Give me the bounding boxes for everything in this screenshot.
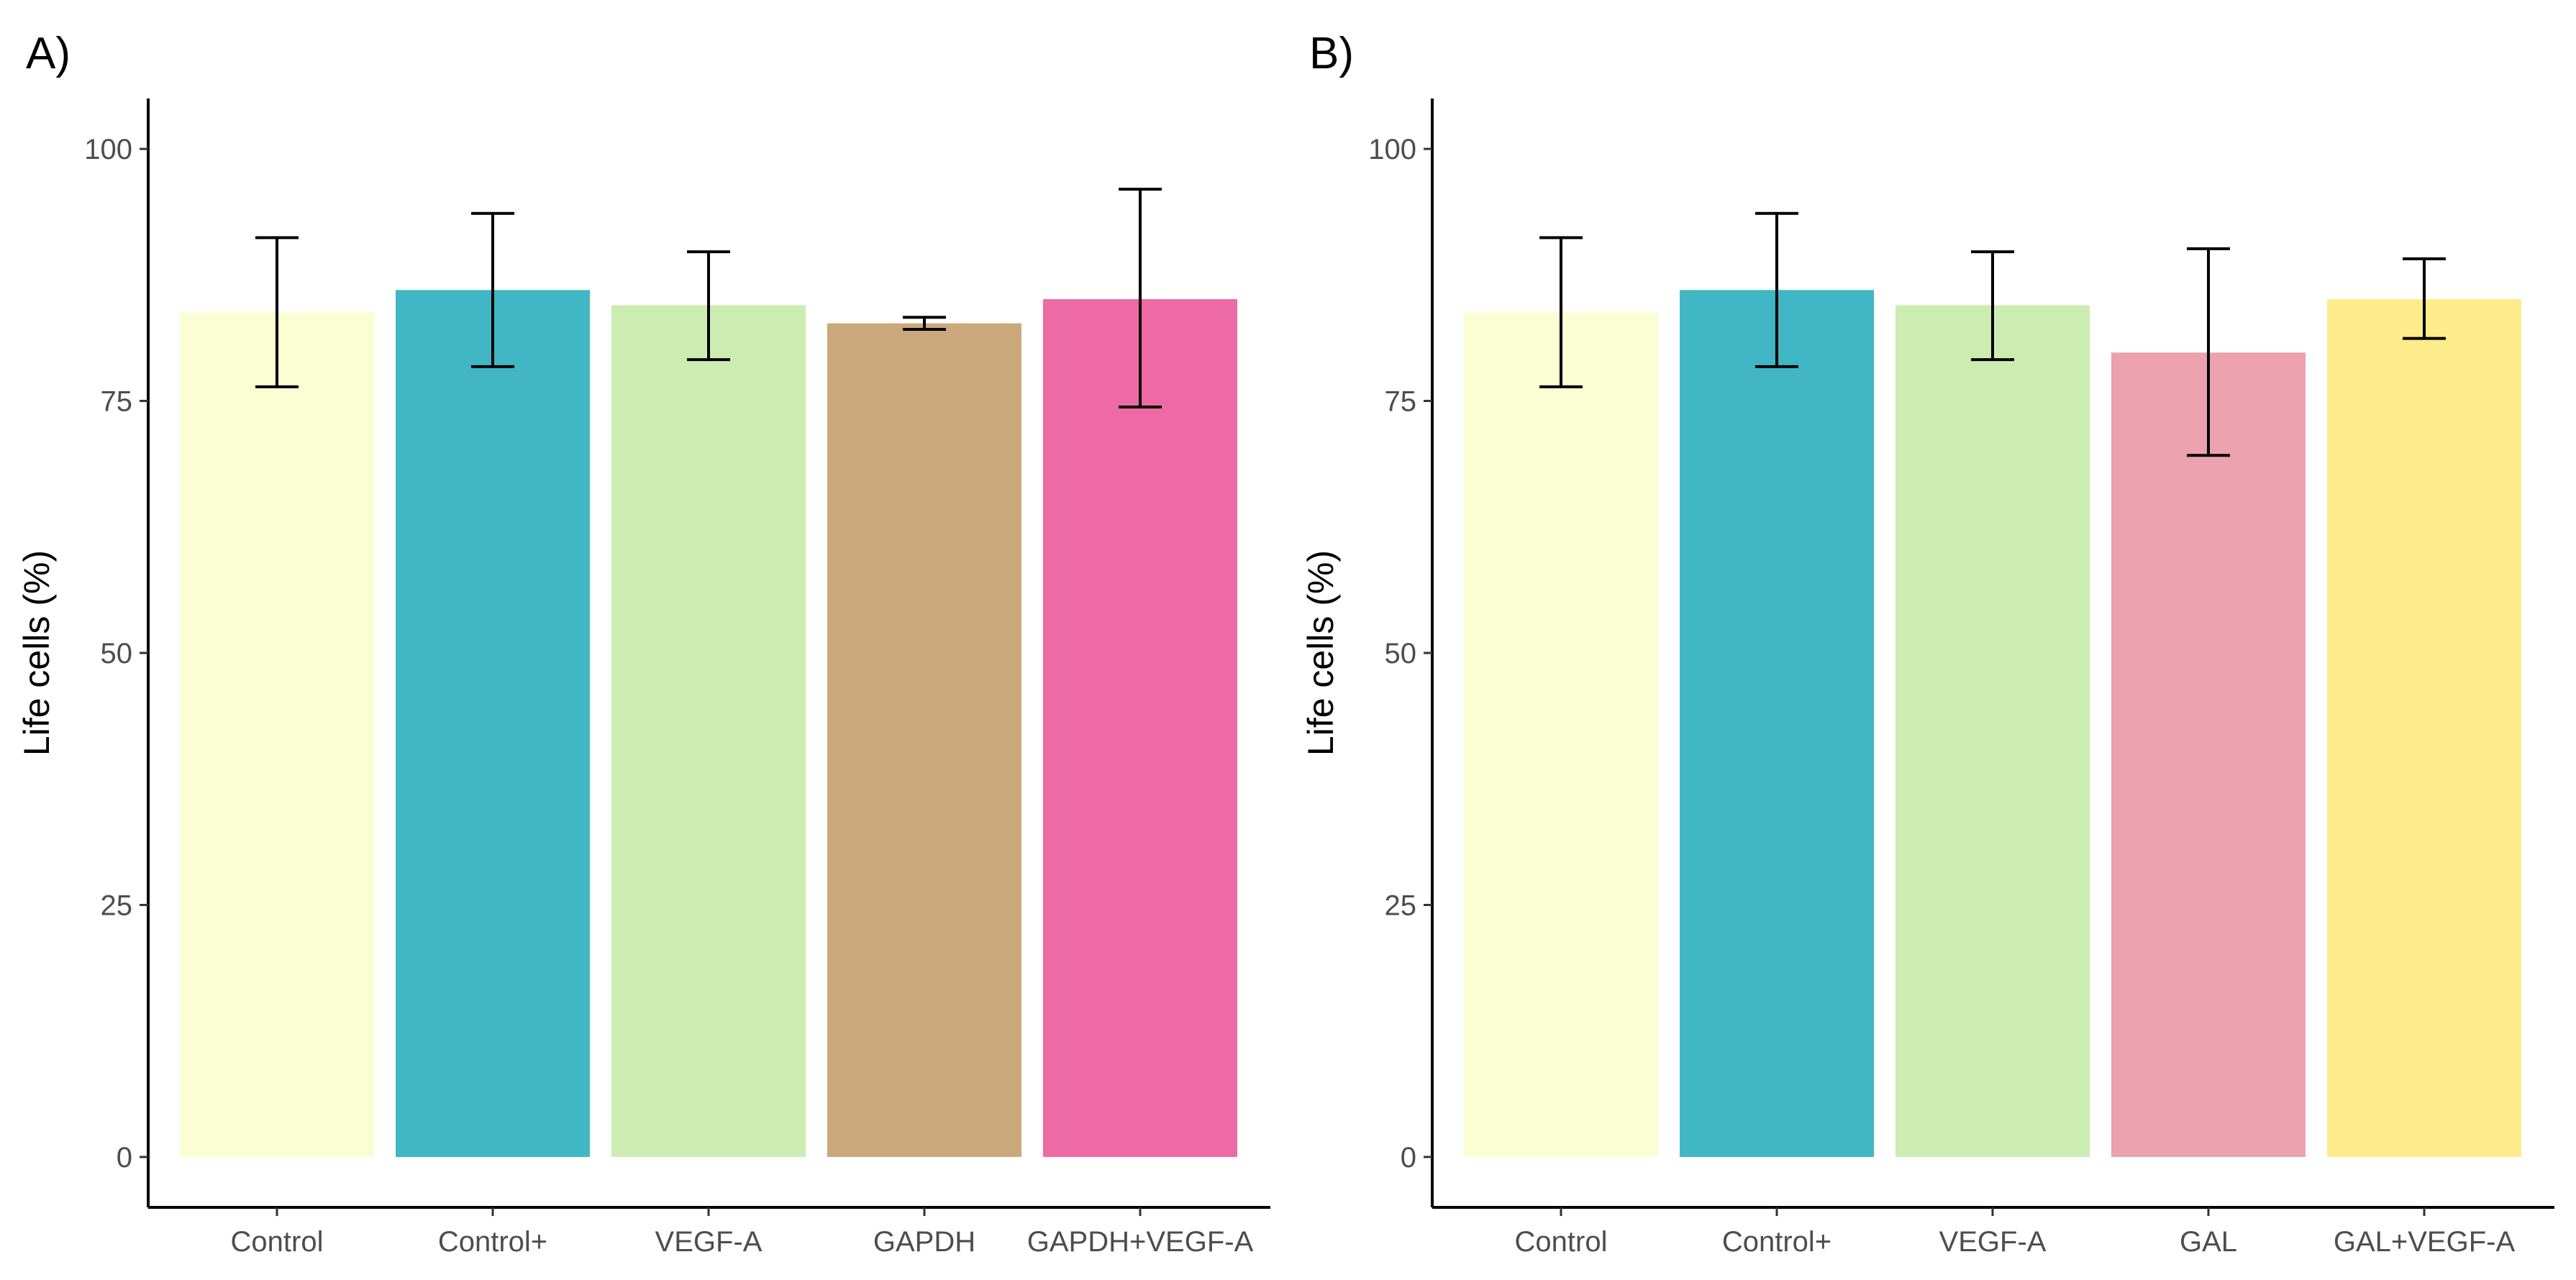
- error-bar: [1755, 211, 1798, 368]
- y-axis-title: Life cells (%): [17, 550, 57, 756]
- bar-gapdh: [827, 323, 1021, 1157]
- y-tick-label: 0: [1401, 1142, 1416, 1174]
- x-tick-label: Control+: [1722, 1226, 1831, 1258]
- x-tick-label: VEGF-A: [655, 1226, 763, 1258]
- error-bar: [2187, 247, 2230, 457]
- y-tick-label: 50: [101, 638, 133, 669]
- error-bar: [1971, 250, 2014, 362]
- bar-gal: [2111, 352, 2306, 1157]
- x-tick-label: GAPDH+VEGF-A: [1027, 1226, 1254, 1258]
- error-bar: [903, 316, 946, 332]
- panel-a: A) 0 25 50 75 100 Control Control+ VEGF-A GAPDH GA…: [17, 29, 1270, 1258]
- y-axis-title: Life cells (%): [1301, 550, 1341, 756]
- error-bar: [255, 236, 299, 388]
- error-bar: [1119, 188, 1162, 408]
- x-tick-label: Control: [1515, 1226, 1608, 1258]
- x-tick-label: GAPDH: [873, 1226, 975, 1258]
- bar-control: [180, 312, 374, 1157]
- x-tick-label: GAL: [2180, 1226, 2237, 1258]
- panel-b: B) 0 25 50 75 100 Control Control+ VEGF-A GAL GAL+…: [1301, 29, 2554, 1258]
- bar-vegf-a: [611, 305, 806, 1157]
- x-tick-label: Control: [231, 1226, 324, 1258]
- bar-control-: [396, 290, 590, 1157]
- x-tick-label: Control+: [438, 1226, 547, 1258]
- bar-control: [1464, 312, 1658, 1157]
- error-bar: [2403, 257, 2446, 340]
- bar-gal-vegf-a: [2327, 298, 2521, 1157]
- error-bar: [687, 250, 730, 362]
- error-bar: [471, 211, 514, 368]
- bar-gapdh-vegf-a: [1043, 298, 1237, 1157]
- y-tick-label: 0: [117, 1142, 132, 1174]
- y-tick-label: 75: [101, 386, 133, 418]
- y-tick-label: 50: [1385, 638, 1417, 669]
- bar-control-: [1680, 290, 1874, 1157]
- panel-label: B): [1309, 29, 1354, 78]
- x-tick-label: GAL+VEGF-A: [2334, 1226, 2516, 1258]
- x-tick-label: VEGF-A: [1939, 1226, 2047, 1258]
- y-tick-label: 100: [1368, 134, 1416, 165]
- bar-vegf-a: [1895, 305, 2090, 1157]
- y-tick-label: 25: [101, 890, 133, 921]
- panel-label: A): [26, 29, 70, 78]
- y-tick-label: 25: [1385, 890, 1417, 921]
- error-bar: [1539, 236, 1583, 388]
- y-tick-label: 75: [1385, 386, 1417, 418]
- y-tick-label: 100: [84, 134, 132, 165]
